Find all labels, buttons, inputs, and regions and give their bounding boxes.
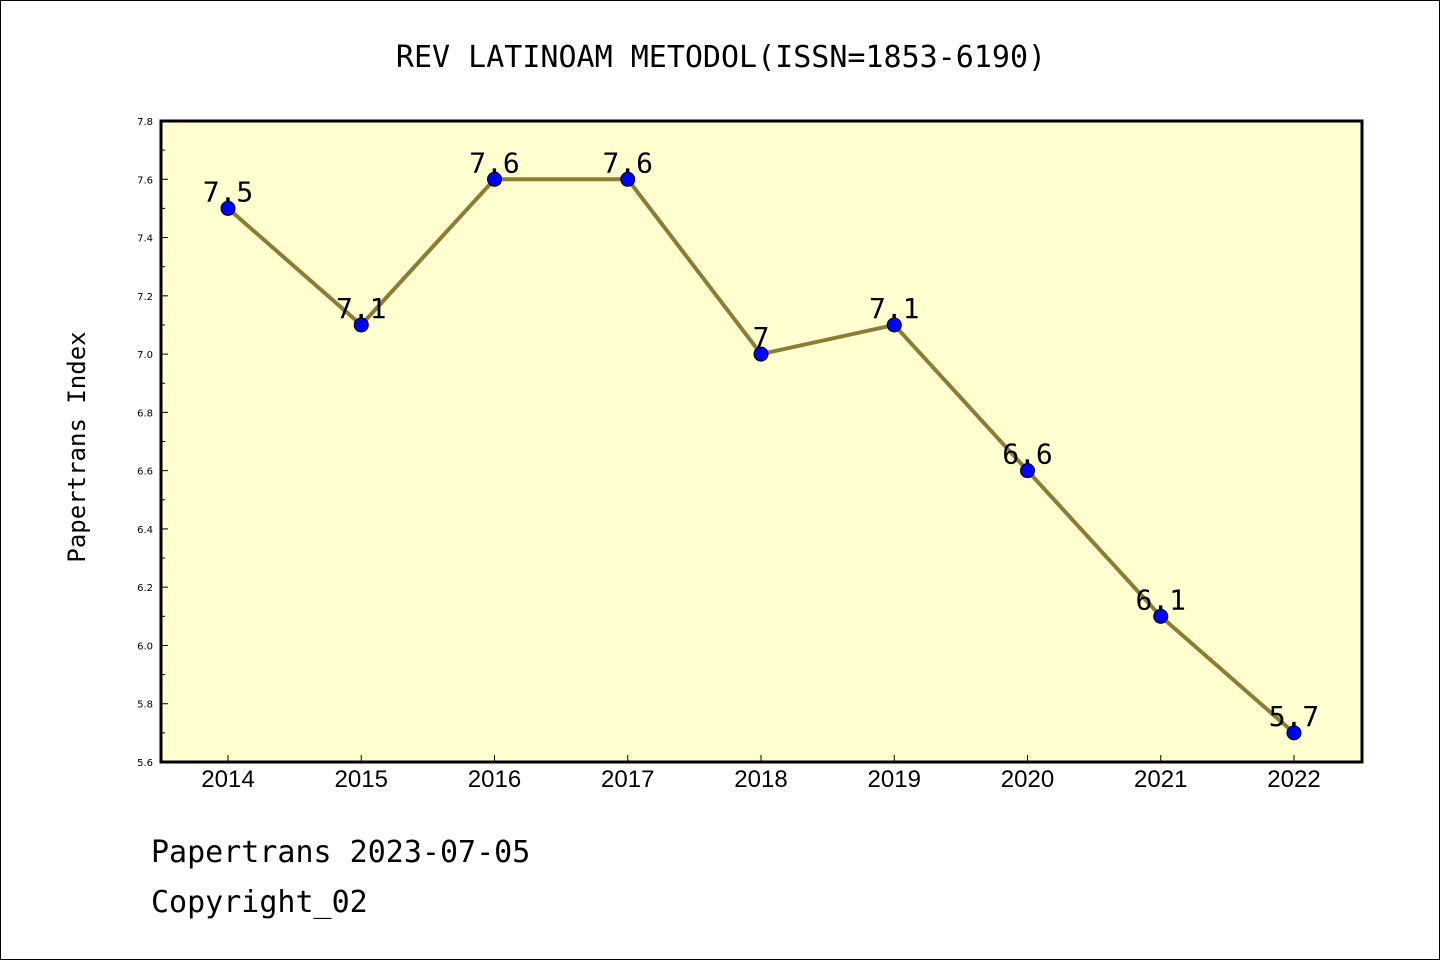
y-tick-label: 7.2	[137, 292, 153, 303]
x-tick-label: 2019	[868, 766, 921, 793]
x-tick-label: 2017	[601, 766, 654, 793]
y-tick-label: 6.2	[137, 583, 153, 594]
footer-date-line: Papertrans 2023-07-05	[151, 835, 531, 870]
y-tick-label: 7.4	[137, 234, 153, 245]
y-tick-label: 5.6	[137, 758, 153, 769]
data-point	[886, 317, 902, 333]
y-tick-label: 6.0	[137, 641, 153, 652]
data-label: 7.5	[203, 175, 254, 208]
data-point	[620, 171, 636, 187]
y-tick-label: 7.8	[137, 117, 153, 128]
footer-copyright: Copyright_02	[151, 885, 368, 920]
data-label: 7.6	[469, 146, 520, 179]
data-point	[353, 317, 369, 333]
y-tick-label: 6.8	[137, 408, 153, 419]
data-point	[753, 346, 769, 362]
data-label: 7	[753, 321, 770, 354]
y-axis-label: Papertrans Index	[63, 331, 91, 562]
y-tick-label: 6.6	[137, 467, 153, 478]
data-label: 6.6	[1002, 438, 1053, 471]
x-tick-label: 2021	[1134, 766, 1187, 793]
y-tick-label: 7.0	[137, 350, 153, 361]
data-label: 7.6	[602, 146, 653, 179]
data-point	[1020, 463, 1035, 479]
data-label: 5.7	[1269, 700, 1320, 733]
y-axis: 5.6 5.8 6.0 6.2 6.4 6.6 6.8 7.0 7.2 7.4 7.6 7.8	[137, 117, 168, 769]
data-point	[1153, 608, 1169, 624]
x-axis: 2014 2015 2016 2017 2018 2019 2020 2021 2022	[201, 755, 1321, 793]
x-tick-label: 2018	[734, 766, 787, 793]
series-markers	[220, 171, 1302, 741]
data-labels: 7.5 7.1 7.6 7.6 7 7.1 6.6 6.1 5.7	[203, 146, 1320, 733]
x-tick-label: 2020	[1001, 766, 1054, 793]
data-point	[1286, 725, 1302, 741]
data-label: 7.1	[336, 292, 387, 325]
x-tick-label: 2022	[1267, 766, 1320, 793]
x-tick-label: 2015	[335, 766, 388, 793]
data-point	[220, 200, 236, 216]
data-label: 7.1	[869, 292, 920, 325]
chart-title: REV LATINOAM METODOL(ISSN=1853-6190)	[396, 40, 1046, 75]
y-tick-label: 7.6	[137, 175, 153, 186]
plot-area	[159, 119, 1364, 764]
y-tick-label: 6.4	[137, 525, 153, 536]
data-point	[487, 171, 502, 187]
y-tick-label: 5.8	[137, 700, 153, 711]
x-tick-label: 2016	[468, 766, 521, 793]
data-label: 6.1	[1135, 583, 1186, 616]
x-tick-label: 2014	[201, 766, 254, 793]
